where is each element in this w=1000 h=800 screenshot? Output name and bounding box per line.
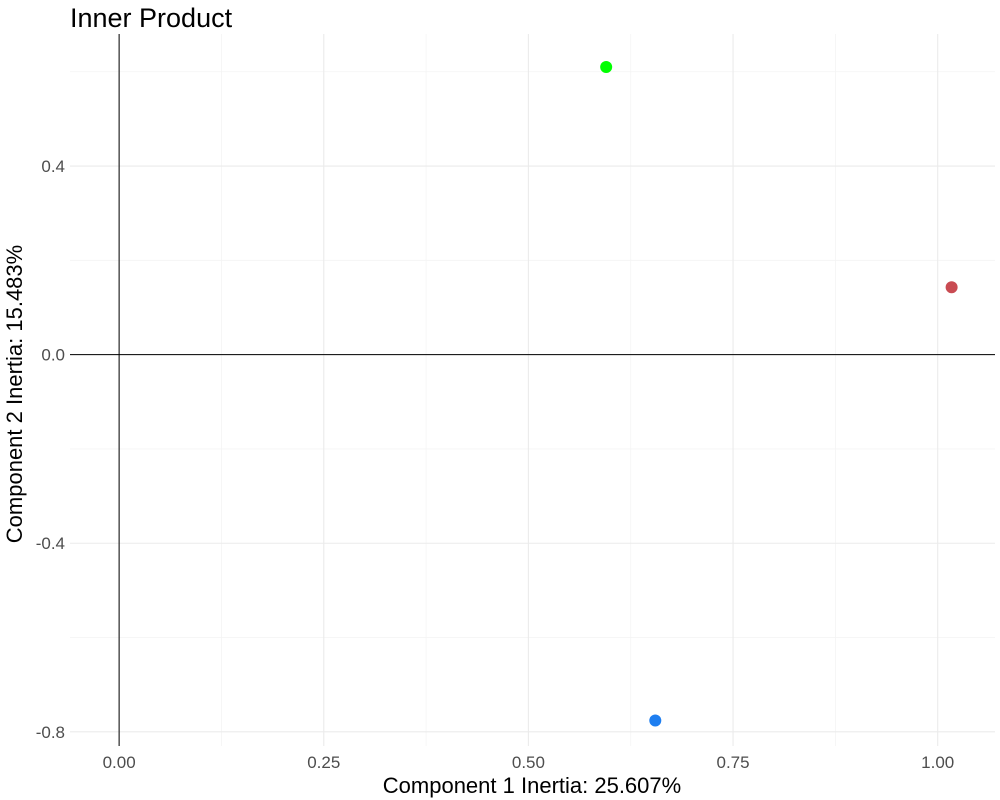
x-tick-label-2: 0.50 xyxy=(512,753,545,772)
reference-lines xyxy=(70,34,995,746)
major-gridlines xyxy=(70,34,995,746)
x-tick-label-3: 0.75 xyxy=(717,753,750,772)
x-axis-title: Component 1 Inertia: 25.607% xyxy=(383,773,681,798)
y-tick-label-1: -0.4 xyxy=(36,534,65,553)
y-tick-label-2: 0.0 xyxy=(41,346,65,365)
y-tick-label-0: -0.8 xyxy=(36,723,65,742)
y-axis-title: Component 2 Inertia: 15.483% xyxy=(2,245,27,543)
data-point-2 xyxy=(649,714,662,727)
y-tick-label-3: 0.4 xyxy=(41,157,65,176)
data-point-0 xyxy=(600,61,613,74)
x-tick-label-4: 1.00 xyxy=(921,753,954,772)
minor-gridlines xyxy=(70,34,995,746)
chart-title: Inner Product xyxy=(70,3,233,33)
data-points xyxy=(600,61,958,727)
tick-labels: 0.00 0.25 0.50 0.75 1.00 -0.8 -0.4 0.0 0.4 xyxy=(36,157,955,772)
data-point-1 xyxy=(945,281,958,294)
x-tick-label-1: 0.25 xyxy=(307,753,340,772)
x-tick-label-0: 0.00 xyxy=(103,753,136,772)
